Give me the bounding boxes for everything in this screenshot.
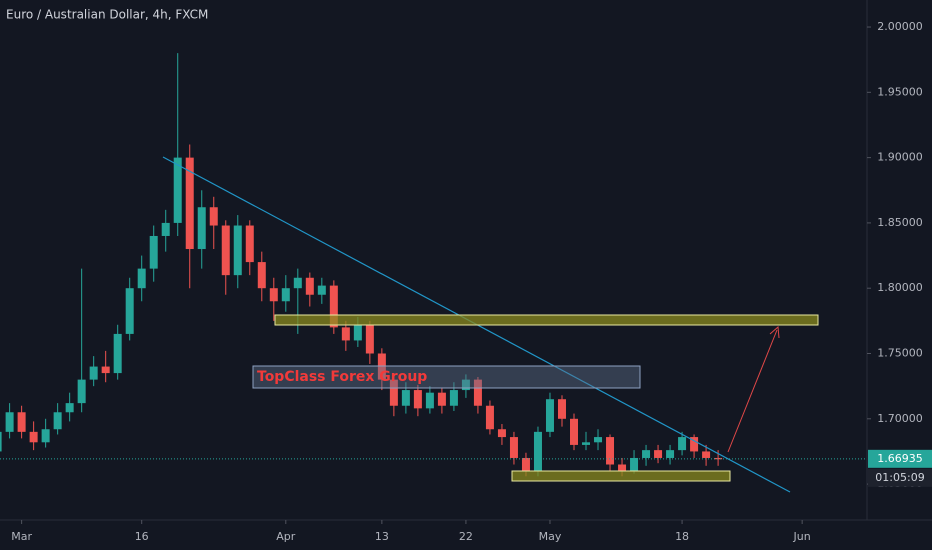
candle-body — [533, 431, 542, 472]
candle-body — [29, 431, 38, 443]
candle-body — [77, 379, 86, 404]
candle-body — [413, 390, 422, 409]
axes: 2.00000 1.95000 1.90000 1.85000 1.80000 1.750… — [0, 20, 932, 543]
x-tick-label: Mar — [11, 530, 32, 543]
candle-body — [17, 412, 26, 432]
candle-body — [437, 392, 446, 406]
y-tick-label: 1.75000 — [877, 347, 923, 360]
candle-body — [269, 288, 278, 302]
candle-body — [209, 207, 218, 226]
candle-body — [521, 457, 530, 472]
candle-body — [125, 288, 134, 334]
y-tick-label: 1.90000 — [877, 151, 923, 164]
x-tick-label: Apr — [276, 530, 296, 543]
candle-body — [89, 366, 98, 380]
arrow — [727, 329, 778, 453]
candle-body — [101, 366, 110, 374]
candle-body — [257, 262, 266, 289]
x-tick-label: May — [539, 530, 562, 543]
label-box — [252, 365, 641, 389]
candle-body — [401, 390, 410, 406]
candle-body — [41, 429, 50, 443]
candle-body — [714, 457, 723, 460]
candle-body — [557, 399, 566, 419]
candle-body — [197, 207, 206, 250]
candle-body — [0, 431, 2, 452]
y-tick-label: 1.85000 — [877, 216, 923, 229]
x-tick-label: 18 — [675, 530, 689, 543]
candle-body — [449, 390, 458, 406]
arrow-head — [769, 325, 780, 339]
chart-title: Euro / Australian Dollar, 4h, FXCM — [6, 8, 208, 22]
candle-body — [113, 333, 122, 374]
candle-body — [233, 225, 242, 276]
candle-body — [293, 277, 302, 289]
candle-body — [654, 450, 663, 458]
candle-body — [642, 450, 651, 458]
last-price-label: 1.66935 — [877, 452, 923, 465]
candle-body — [666, 450, 675, 458]
candle-body — [53, 412, 62, 430]
candle-body — [185, 157, 194, 250]
watermark-text: TopClass Forex Group — [257, 369, 427, 385]
candle-body — [5, 412, 14, 432]
candle-body — [582, 442, 591, 445]
candle-body — [281, 288, 290, 302]
candle-body — [606, 437, 615, 465]
y-tick-label: 1.80000 — [877, 281, 923, 294]
candle-body — [137, 268, 146, 289]
candle-body — [509, 437, 518, 458]
candles — [0, 53, 723, 477]
candle-body — [702, 451, 711, 458]
candle-body — [425, 392, 434, 409]
candle-body — [305, 277, 314, 295]
y-tick-label: 2.00000 — [877, 20, 923, 33]
support-zone — [511, 470, 731, 482]
candle-body — [377, 353, 386, 380]
candle-body — [317, 285, 326, 295]
candle-body — [389, 379, 398, 406]
candle-body — [545, 399, 554, 432]
candle-body — [353, 324, 362, 341]
resistance-zone — [274, 314, 819, 326]
candle-body — [630, 457, 639, 472]
candle-body — [461, 379, 470, 391]
last-price-box — [868, 449, 932, 468]
candle-body — [341, 327, 350, 341]
x-tick-label: 22 — [459, 530, 473, 543]
countdown-box — [868, 468, 932, 487]
x-tick-label: 16 — [135, 530, 149, 543]
candle-body — [569, 418, 578, 445]
candle-body — [485, 405, 494, 430]
x-tick-label: Jun — [793, 530, 811, 543]
countdown-label: 01:05:09 — [875, 471, 924, 484]
y-tick-label: 1.95000 — [877, 85, 923, 98]
candle-body — [594, 437, 603, 443]
candle-body — [161, 222, 170, 236]
candle-body — [497, 429, 506, 438]
drawings: TopClass Forex Group — [162, 156, 819, 493]
candle-body — [618, 464, 627, 472]
candle-body — [173, 157, 182, 223]
candle-body — [221, 225, 230, 276]
y-tick-label: 1.70000 — [877, 412, 923, 425]
candle-body — [245, 225, 254, 263]
candle-body — [678, 437, 687, 451]
candle-body — [690, 437, 699, 452]
candle-body — [365, 324, 374, 354]
x-tick-label: 13 — [375, 530, 389, 543]
candle-body — [329, 285, 338, 328]
candle-body — [65, 403, 74, 413]
candle-body — [149, 235, 158, 269]
candle-body — [473, 379, 482, 406]
